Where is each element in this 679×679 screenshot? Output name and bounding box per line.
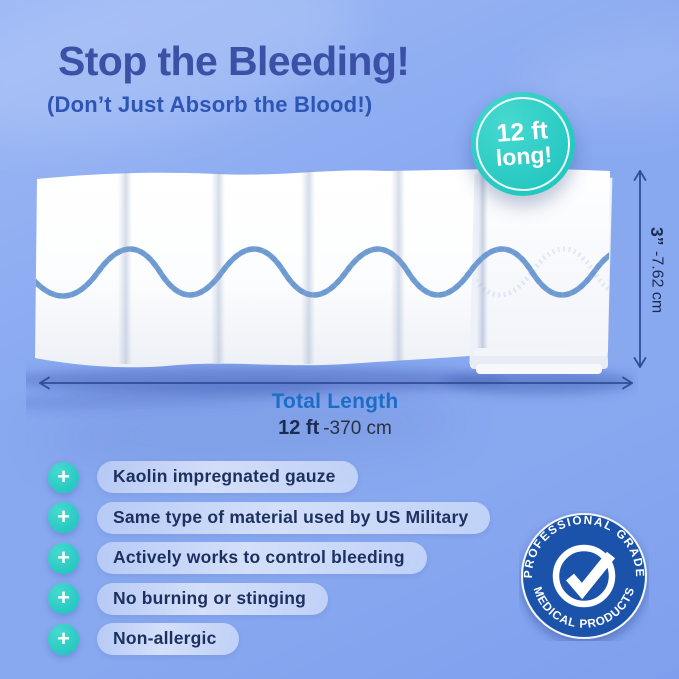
ghost-stitch-wave: [476, 246, 610, 299]
total-length-callout: Total Length 12 ft -370 cm: [135, 390, 535, 440]
blue-stitch-wave: [35, 246, 610, 299]
plus-icon: +: [48, 623, 79, 655]
feature-text: Non-allergic: [97, 623, 239, 655]
total-length-label: Total Length: [271, 390, 399, 413]
gauze-strip: [35, 169, 496, 368]
total-length-value: 12 ft: [278, 417, 320, 439]
list-item: + Actively works to control bleeding: [48, 542, 490, 574]
height-dimension-arrow: [633, 170, 647, 368]
plus-icon: +: [48, 502, 79, 533]
feature-text: Same type of material used by US Militar…: [97, 501, 491, 534]
list-item: + Non-allergic: [48, 623, 490, 655]
list-item: + No burning or stinging: [48, 582, 490, 615]
background-light-streak: [0, 0, 372, 173]
checkmark-icon: [566, 551, 616, 600]
plus-icon: +: [48, 583, 79, 614]
seal-ring: [552, 544, 616, 608]
feature-text: Kaolin impregnated gauze: [97, 461, 358, 493]
feature-list: + Kaolin impregnated gauze + Same type o…: [48, 461, 491, 664]
list-item: + Same type of material used by US Milit…: [48, 501, 491, 534]
total-length-metric: -370 cm: [323, 418, 392, 439]
list-item: + Kaolin impregnated gauze: [48, 461, 490, 493]
fold-creases: [118, 170, 405, 364]
total-length-value-line: 12 ft -370 cm: [135, 417, 535, 440]
length-badge: 12 ft long!: [471, 92, 575, 196]
feature-text: No burning or stinging: [97, 582, 328, 615]
length-dimension-arrow: [39, 376, 633, 390]
professional-grade-seal: PROFESSIONAL GRADE MEDICAL PRODUCTS: [521, 513, 647, 639]
height-value: 3”: [647, 227, 667, 246]
plus-icon: +: [48, 461, 79, 493]
page-title: Stop the Bleeding!: [58, 38, 410, 84]
page-subtitle: (Don’t Just Absorb the Blood!): [47, 92, 373, 117]
gauze-folded-stack: [469, 166, 613, 374]
plus-icon: +: [48, 542, 79, 574]
height-dimension-label: 3” -7.62 cm: [646, 168, 667, 372]
height-metric: -7.62 cm: [648, 250, 666, 313]
feature-text: Actively works to control bleeding: [97, 542, 427, 574]
length-badge-word: long!: [494, 141, 553, 171]
